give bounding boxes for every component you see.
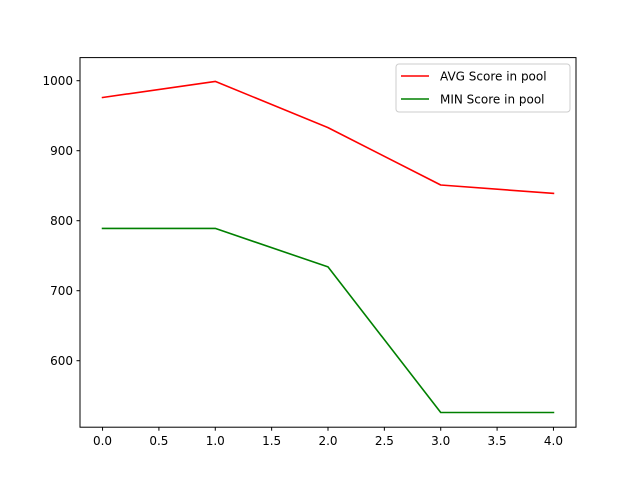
legend-label: AVG Score in pool — [440, 70, 547, 84]
y-tick-label: 900 — [50, 144, 73, 158]
x-tick-label: 3.0 — [431, 434, 450, 448]
x-axis: 0.0 0.5 1.0 1.5 2.0 2.5 3.0 3.5 4.0 — [93, 427, 563, 448]
y-tick-label: 800 — [50, 214, 73, 228]
x-tick-label: 3.5 — [488, 434, 507, 448]
x-tick-label: 1.5 — [262, 434, 281, 448]
series-line-avg-score — [101, 80, 555, 195]
x-tick-label: 1.0 — [206, 434, 225, 448]
series-layer — [101, 80, 555, 414]
x-tick-label: 2.0 — [318, 434, 337, 448]
y-axis: 600 700 800 900 1000 — [42, 74, 80, 368]
y-tick-label: 600 — [50, 354, 73, 368]
x-tick-label: 0.0 — [93, 434, 112, 448]
legend: AVG Score in pool MIN Score in pool — [395, 63, 571, 113]
axes-frame — [79, 57, 577, 428]
x-tick-label: 2.5 — [375, 434, 394, 448]
legend-box — [395, 63, 571, 113]
y-tick-label: 1000 — [42, 74, 73, 88]
x-tick-label: 4.0 — [544, 434, 563, 448]
series-line-min-score — [101, 227, 555, 414]
legend-label: MIN Score in pool — [440, 93, 545, 107]
y-tick-label: 700 — [50, 284, 73, 298]
x-tick-label: 0.5 — [149, 434, 168, 448]
